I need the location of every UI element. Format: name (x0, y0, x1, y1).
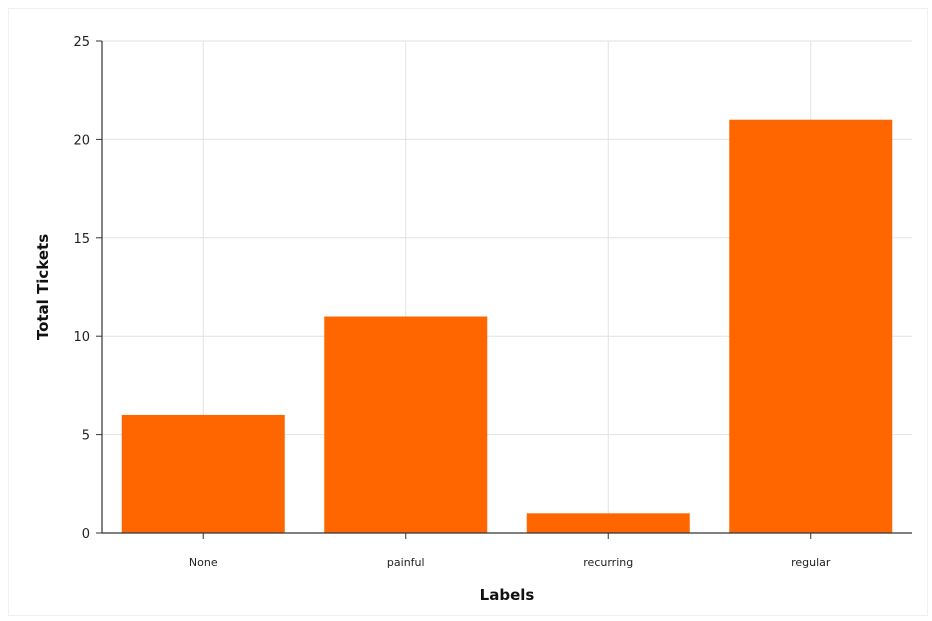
y-tick-label: 20 (73, 133, 90, 148)
bar-regular (729, 119, 893, 533)
bar-none (121, 414, 285, 533)
y-tick-label: 5 (82, 429, 90, 444)
y-ticks: 0 5 10 15 20 25 (73, 35, 102, 542)
y-tick-label: 10 (73, 330, 90, 345)
x-axis-title: Labels (480, 586, 535, 604)
bar-recurring (526, 513, 690, 533)
y-tick-label: 0 (82, 527, 90, 542)
y-tick-label: 25 (73, 35, 90, 50)
bar-painful (324, 316, 488, 533)
bars (121, 119, 893, 533)
axes (101, 41, 912, 534)
y-tick-label: 15 (73, 232, 90, 247)
x-tick-label: recurring (583, 556, 633, 569)
y-axis-title: Total Tickets (34, 234, 52, 340)
x-tick-label: painful (387, 556, 425, 569)
x-ticks: None painful recurring regular (189, 533, 831, 569)
x-tick-label: regular (791, 556, 831, 569)
x-tick-label: None (189, 556, 218, 569)
